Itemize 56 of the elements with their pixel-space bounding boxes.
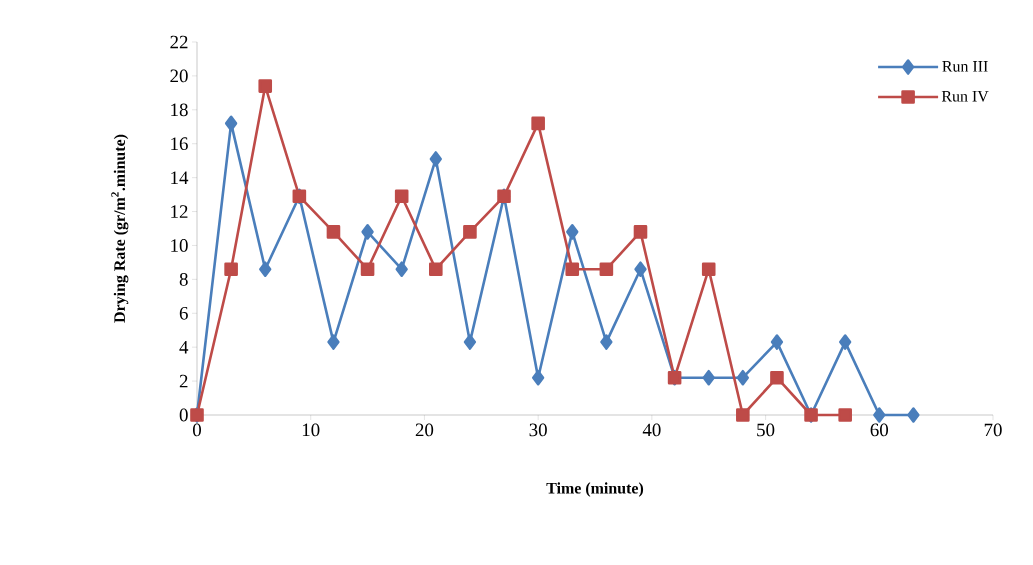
point [702,369,715,386]
x-tick-label: 50 [757,423,775,437]
x-tick-label: 20 [415,423,434,437]
x-tick-label: 30 [529,423,547,437]
point [770,370,784,385]
x-axis-title: Time (minute) [546,482,644,497]
y-tick-label: 6 [179,306,188,320]
point [224,262,238,276]
y-tick-label: 22 [170,35,188,49]
point [360,262,375,276]
point [531,369,545,386]
point [633,225,648,239]
point [327,334,340,350]
point [259,261,272,277]
point [770,334,784,350]
point [361,224,374,240]
point [701,262,716,276]
point [634,261,647,277]
x-tick-label: 10 [302,423,320,437]
y-tick-label: 16 [171,137,188,151]
y-axis-title: Drying Rate (gr/m$^{2}$.minute) [111,134,129,323]
y-tick-label: 2 [179,374,188,388]
y-tick-label: 18 [171,103,188,117]
legend-label: Run III [942,61,988,72]
point [395,261,408,277]
point [566,224,579,240]
y-tick-label: 10 [171,239,188,252]
point [599,262,614,276]
point [224,115,238,132]
y-tick-label: 8 [179,272,188,286]
point [839,334,852,350]
point [429,151,442,167]
point [838,408,852,422]
x-tick-label: 60 [870,423,889,437]
x-tick-label: 40 [642,423,661,437]
point [873,407,886,423]
point [429,262,443,276]
y-tick-label: 4 [179,340,189,354]
point [463,225,477,239]
x-tick-label: 0 [192,423,201,437]
point [907,407,920,423]
point [600,334,613,350]
point [326,225,341,239]
point [565,262,580,276]
point [258,79,273,93]
point [531,116,545,131]
y-tick-label: 12 [171,205,188,218]
point [736,369,750,386]
point [394,189,409,204]
point [736,408,750,422]
point [463,334,477,350]
y-tick-label: 20 [170,69,188,83]
x-tick-label: 70 [984,423,1002,437]
legend-label: Run IV [941,91,989,102]
y-tick-label: 14 [171,171,189,184]
y-tick-label: 0 [179,408,188,422]
